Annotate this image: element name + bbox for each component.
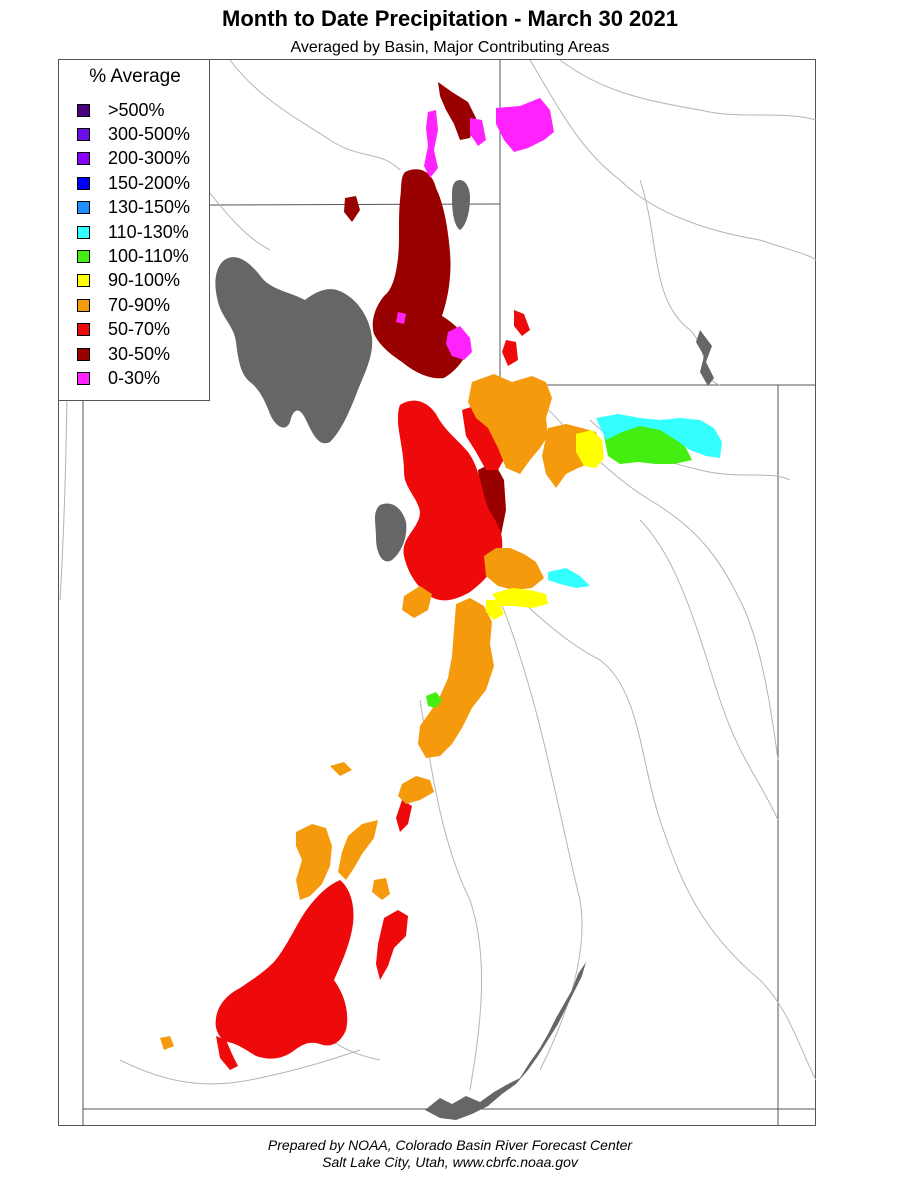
region-0-30 bbox=[396, 312, 406, 324]
river-line bbox=[499, 599, 583, 1071]
river-line bbox=[479, 559, 817, 1081]
legend-items: >500% 300-500% 200-300% 150-200% 130-150… bbox=[77, 98, 190, 391]
legend-label: 50-70% bbox=[108, 319, 171, 340]
region-50-70 bbox=[376, 910, 408, 980]
legend-label: 150-200% bbox=[108, 172, 191, 193]
legend-label: >500% bbox=[108, 99, 165, 120]
legend-swatch bbox=[77, 201, 90, 215]
precip-regions bbox=[160, 82, 722, 1070]
region-30-50 bbox=[372, 169, 470, 379]
region-0-30 bbox=[446, 326, 472, 360]
river-line bbox=[229, 59, 401, 171]
legend-swatch bbox=[77, 103, 90, 117]
legend-swatch bbox=[77, 225, 90, 239]
legend-label: 70-90% bbox=[108, 294, 171, 315]
legend-item: 90-100% bbox=[77, 269, 190, 293]
legend-label: 200-300% bbox=[108, 148, 191, 169]
legend-label: 300-500% bbox=[108, 124, 191, 145]
legend-item: 100-110% bbox=[77, 244, 190, 268]
legend-item: >500% bbox=[77, 98, 190, 122]
credit-line-1: Prepared by NOAA, Colorado Basin River F… bbox=[267, 1137, 633, 1153]
region-50-70 bbox=[502, 340, 518, 366]
region-0-30 bbox=[424, 110, 438, 178]
legend-item: 150-200% bbox=[77, 171, 190, 195]
legend-label: 30-50% bbox=[108, 343, 171, 364]
river-line bbox=[639, 519, 779, 821]
region-50-70 bbox=[514, 310, 530, 336]
legend-label: 0-30% bbox=[108, 367, 161, 388]
region-70-90 bbox=[398, 776, 434, 804]
legend-item: 200-300% bbox=[77, 147, 190, 171]
lake-powell bbox=[425, 962, 586, 1120]
legend-item: 50-70% bbox=[77, 318, 190, 342]
legend-label: 130-150% bbox=[108, 197, 191, 218]
legend-swatch bbox=[77, 298, 90, 312]
legend-item: 110-130% bbox=[77, 220, 190, 244]
region-70-90 bbox=[484, 548, 544, 590]
legend-swatch bbox=[77, 274, 90, 288]
river-line bbox=[419, 699, 483, 1091]
legend-swatch bbox=[77, 323, 90, 337]
region-30-50 bbox=[344, 196, 360, 222]
region-50-70 bbox=[396, 800, 412, 832]
river-line bbox=[529, 59, 817, 261]
region-70-90 bbox=[372, 878, 390, 900]
legend-label: 90-100% bbox=[108, 270, 181, 291]
lakes bbox=[215, 179, 714, 1120]
map-subtitle: Averaged by Basin, Major Contributing Ar… bbox=[290, 39, 610, 56]
flaming-gorge bbox=[696, 330, 714, 386]
bear-lake bbox=[452, 179, 470, 230]
map-title: Month to Date Precipitation - March 30 2… bbox=[222, 6, 678, 31]
legend-title: % Average bbox=[89, 66, 181, 87]
region-70-90 bbox=[338, 820, 378, 880]
legend-swatch bbox=[77, 128, 90, 142]
legend-swatch bbox=[77, 371, 90, 385]
river-line bbox=[199, 179, 271, 251]
region-50-70 bbox=[398, 400, 503, 601]
region-90-100 bbox=[492, 588, 548, 608]
region-70-90 bbox=[468, 374, 552, 474]
legend-swatch bbox=[77, 250, 90, 264]
region-0-30 bbox=[470, 118, 486, 146]
legend-item: 70-90% bbox=[77, 293, 190, 317]
credit-line-2: Salt Lake City, Utah, www.cbrfc.noaa.gov bbox=[322, 1154, 578, 1170]
legend-swatch bbox=[77, 176, 90, 190]
region-50-70 bbox=[215, 880, 354, 1059]
region-0-30 bbox=[496, 98, 554, 152]
river-line bbox=[119, 1049, 361, 1085]
great-salt-lake bbox=[215, 257, 373, 444]
river-line bbox=[559, 59, 817, 121]
utah-lake bbox=[375, 503, 407, 562]
region-70-90 bbox=[402, 586, 432, 618]
legend-label: 110-130% bbox=[108, 221, 189, 242]
region-70-90 bbox=[296, 824, 332, 900]
region-30-50 bbox=[438, 82, 476, 140]
legend-item: 30-50% bbox=[77, 342, 190, 366]
region-70-90 bbox=[330, 762, 352, 776]
map-legend: % Average >500% 300-500% 200-300% 150-20… bbox=[58, 59, 210, 401]
region-50-70 bbox=[216, 1036, 238, 1070]
region-90-100 bbox=[576, 430, 604, 468]
legend-item: 0-30% bbox=[77, 366, 190, 390]
region-70-90 bbox=[418, 598, 494, 758]
legend-swatch bbox=[77, 347, 90, 361]
legend-item: 300-500% bbox=[77, 122, 190, 146]
region-100-110 bbox=[426, 692, 442, 708]
region-90-100 bbox=[486, 600, 504, 620]
region-110-130 bbox=[548, 568, 590, 588]
region-110-130 bbox=[596, 414, 722, 458]
legend-label: 100-110% bbox=[108, 246, 189, 267]
legend-item: 130-150% bbox=[77, 196, 190, 220]
region-70-90 bbox=[160, 1036, 174, 1050]
legend-swatch bbox=[77, 152, 90, 166]
map-credit: Prepared by NOAA, Colorado Basin River F… bbox=[0, 1137, 900, 1171]
